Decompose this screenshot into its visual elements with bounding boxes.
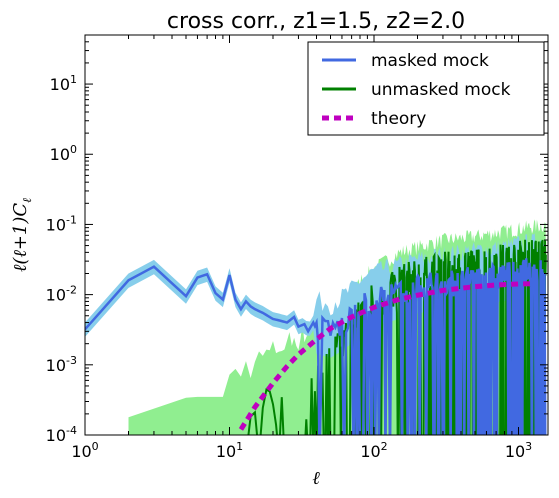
plot-area bbox=[85, 219, 547, 435]
x-axis-label: ℓ bbox=[312, 468, 320, 489]
y-tick-label: 101 bbox=[50, 73, 77, 94]
legend: masked mock unmasked mock theory bbox=[307, 41, 545, 136]
tick-labels: 100 101 102 103 10-4 10-3 10-2 10-1 100 101 bbox=[46, 73, 533, 461]
y-tick-label: 10-2 bbox=[46, 284, 77, 305]
masked-mock-band bbox=[85, 233, 545, 358]
y-tick-label: 100 bbox=[50, 143, 77, 164]
x-tick-label: 100 bbox=[71, 440, 98, 461]
y-tick-label: 10-3 bbox=[46, 354, 77, 375]
legend-label: theory bbox=[371, 109, 426, 129]
legend-label: masked mock bbox=[371, 51, 489, 71]
chart-title: cross corr., z1=1.5, z2=2.0 bbox=[167, 9, 465, 34]
y-axis-label: ℓ(ℓ+1)Cℓ bbox=[10, 198, 34, 272]
legend-label: unmasked mock bbox=[371, 80, 511, 100]
x-tick-label: 101 bbox=[216, 440, 243, 461]
theory-line bbox=[238, 281, 530, 431]
y-tick-label: 10-4 bbox=[46, 424, 77, 445]
x-tick-label: 103 bbox=[505, 440, 532, 461]
y-tick-label: 10-1 bbox=[46, 213, 77, 234]
x-tick-label: 102 bbox=[360, 440, 387, 461]
axis-ticks bbox=[84, 34, 548, 436]
